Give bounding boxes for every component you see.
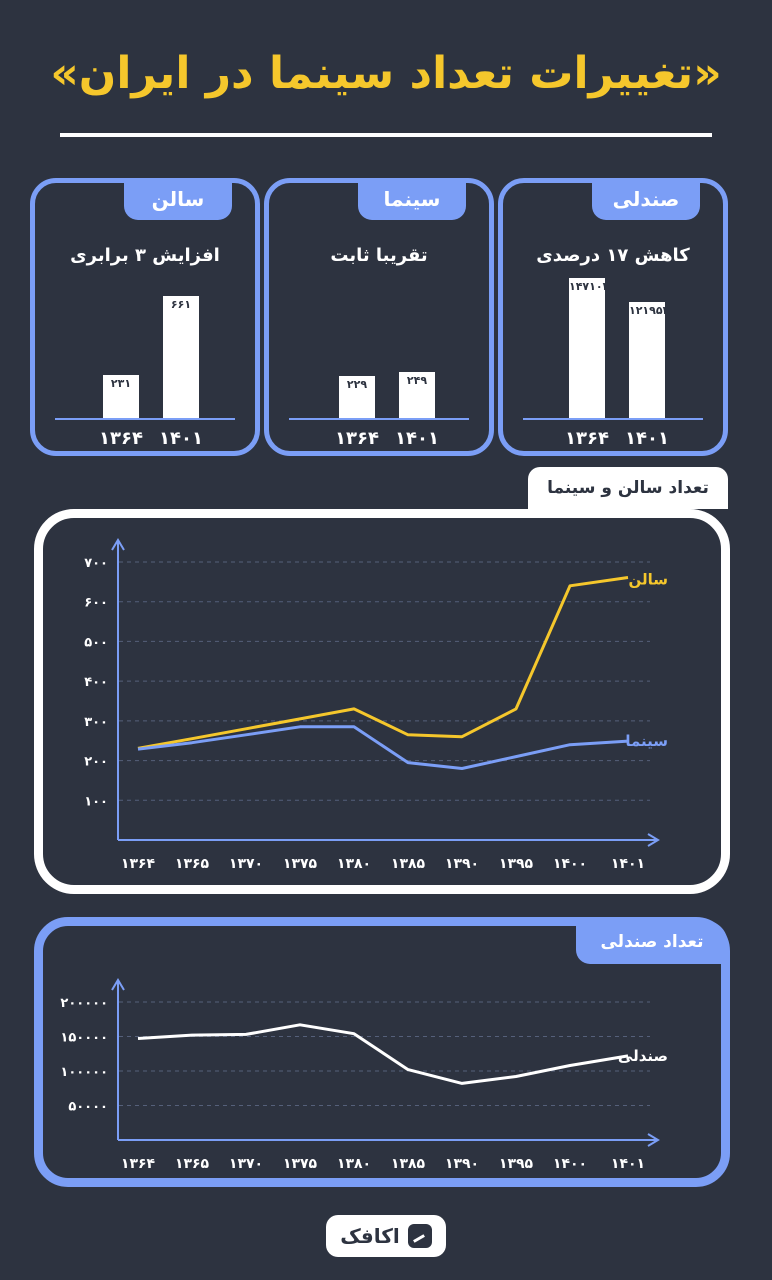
halls-cinemas-series-label: سینما	[625, 732, 668, 750]
seats-x-axis-arrow	[647, 1133, 660, 1147]
seats-ytick-label: ۱۵۰۰۰۰	[60, 1031, 108, 1046]
seats-xtick-label: ۱۴۰۱	[611, 1156, 645, 1172]
seats-year-1364: ۱۳۶۴	[565, 428, 609, 449]
halls-cinemas-ytick-label: ۴۰۰	[84, 675, 108, 690]
cinemas-year-1364: ۱۳۶۴	[335, 428, 379, 449]
seats-xtick-label: ۱۳۹۵	[499, 1156, 534, 1172]
halls-cinemas-series-label: سالن	[628, 570, 668, 588]
halls-baseline	[55, 418, 235, 420]
halls-card-tab: سالن	[124, 178, 232, 220]
seats-series-line	[137, 1023, 629, 1085]
cinemas-card: سینما تقریبا ثابت ۲۲۹ ۲۴۹ ۱۳۶۴ ۱۴۰۱	[264, 178, 494, 456]
seats-y-axis-arrow	[111, 978, 125, 991]
brand-logo-text: اکافک	[340, 1224, 400, 1248]
cinemas-bar-1401-value: ۲۴۹	[406, 374, 428, 387]
halls-cinemas-series-line	[137, 725, 629, 770]
halls-bar-1364-value: ۲۳۱	[110, 377, 132, 390]
seats-xtick-label: ۱۳۸۰	[337, 1156, 371, 1172]
seats-year-1401: ۱۴۰۱	[625, 428, 669, 449]
seats-card-note: کاهش ۱۷ درصدی	[536, 245, 690, 266]
halls-cinemas-xtick-label: ۱۳۷۰	[229, 856, 263, 872]
halls-card: سالن افزایش ۳ برابری ۲۳۱ ۶۶۱ ۱۳۶۴ ۱۴۰۱	[30, 178, 260, 456]
halls-year-1401: ۱۴۰۱	[159, 428, 203, 449]
halls-cinemas-xtick-label: ۱۳۶۵	[175, 856, 210, 872]
seats-xtick-label: ۱۴۰۰	[553, 1156, 587, 1172]
cinemas-card-tab: سینما	[358, 178, 466, 220]
halls-cinemas-xtick-label: ۱۳۹۰	[445, 856, 479, 872]
halls-cinemas-series-line	[137, 576, 629, 750]
seats-xtick-label: ۱۳۷۰	[229, 1156, 263, 1172]
seats-bar-1401-value: ۱۲۱۹۵۲	[629, 304, 670, 317]
halls-year-1364: ۱۳۶۴	[99, 428, 143, 449]
halls-bar-1364: ۲۳۱	[103, 375, 139, 418]
cinemas-bar-1401: ۲۴۹	[399, 372, 435, 418]
halls-cinemas-xtick-label: ۱۳۸۰	[337, 856, 371, 872]
cinemas-card-note: تقریبا ثابت	[330, 245, 428, 266]
seats-ytick-label: ۱۰۰۰۰۰	[60, 1065, 108, 1080]
halls-cinemas-panel	[34, 509, 730, 894]
halls-cinemas-ytick-label: ۱۰۰	[84, 794, 108, 809]
seats-ytick-label: ۲۰۰۰۰۰	[60, 996, 108, 1011]
brand-logo: اکافک	[326, 1215, 446, 1257]
title-divider	[60, 133, 712, 137]
seats-xtick-label: ۱۳۷۵	[283, 1156, 318, 1172]
seats-card-tab: صندلی	[592, 178, 700, 220]
seats-bar-1401: ۱۲۱۹۵۲	[629, 302, 670, 418]
seats-xtick-label: ۱۳۶۴	[121, 1156, 156, 1172]
halls-cinemas-xtick-label: ۱۳۸۵	[391, 856, 426, 872]
halls-card-note: افزایش ۳ برابری	[70, 245, 220, 266]
page-title: «تغییرات تعداد سینما در ایران»	[50, 48, 722, 99]
seats-xtick-label: ۱۳۹۰	[445, 1156, 479, 1172]
halls-cinemas-xtick-label: ۱۴۰۱	[611, 856, 645, 872]
halls-cinemas-panel-tab: تعداد سالن و سینما	[528, 467, 728, 509]
seats-baseline	[523, 418, 703, 420]
cinemas-bar-1364-value: ۲۲۹	[346, 378, 368, 391]
halls-cinemas-ytick-label: ۷۰۰	[84, 556, 108, 571]
halls-cinemas-ytick-label: ۵۰۰	[84, 635, 108, 650]
halls-cinemas-ytick-label: ۳۰۰	[84, 715, 108, 730]
cinemas-baseline	[289, 418, 469, 420]
seats-bar-1364-value: ۱۴۷۱۰۳	[569, 280, 610, 293]
halls-bar-1401-value: ۶۶۱	[170, 298, 192, 311]
seats-series-label: صندلی	[618, 1047, 668, 1065]
halls-cinemas-ytick-label: ۶۰۰	[84, 596, 108, 611]
halls-cinemas-y-axis-arrow	[111, 538, 125, 551]
halls-bar-1401: ۶۶۱	[163, 296, 199, 418]
seats-card: صندلی کاهش ۱۷ درصدی ۱۴۷۱۰۳ ۱۲۱۹۵۲ ۱۳۶۴ ۱…	[498, 178, 728, 456]
halls-cinemas-xtick-label: ۱۳۹۵	[499, 856, 534, 872]
cinemas-year-1401: ۱۴۰۱	[395, 428, 439, 449]
halls-cinemas-xtick-label: ۱۴۰۰	[553, 856, 587, 872]
brand-mark-icon	[407, 1224, 432, 1248]
cinemas-bar-1364: ۲۲۹	[339, 376, 375, 418]
seats-ytick-label: ۵۰۰۰۰	[68, 1100, 108, 1115]
seats-panel-tab: تعداد صندلی	[576, 920, 728, 964]
halls-cinemas-xtick-label: ۱۳۶۴	[121, 856, 156, 872]
seats-xtick-label: ۱۳۶۵	[175, 1156, 210, 1172]
halls-cinemas-x-axis-arrow	[647, 833, 660, 847]
seats-xtick-label: ۱۳۸۵	[391, 1156, 426, 1172]
halls-cinemas-ytick-label: ۲۰۰	[84, 755, 108, 770]
halls-cinemas-xtick-label: ۱۳۷۵	[283, 856, 318, 872]
seats-bar-1364: ۱۴۷۱۰۳	[569, 278, 610, 418]
